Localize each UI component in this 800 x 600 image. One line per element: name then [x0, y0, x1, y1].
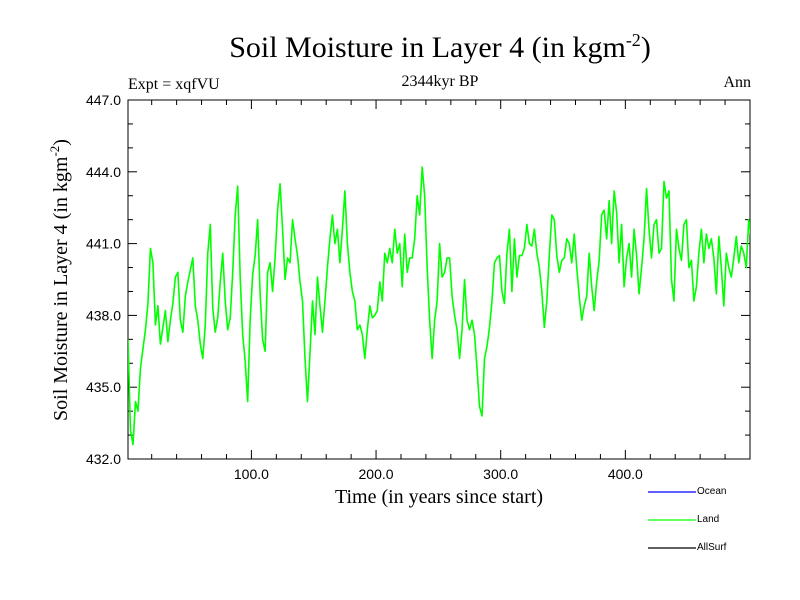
- y-axis-label-text: Soil Moisture in Layer 4 (in kgm: [49, 156, 72, 421]
- y-tick-label: 447.0: [86, 92, 121, 108]
- y-tick-label: 438.0: [86, 307, 121, 323]
- series-layer: [128, 166, 750, 446]
- season-label: Ann: [723, 74, 751, 91]
- y-tick-label: 432.0: [86, 451, 121, 467]
- y-axis-label-end: ): [49, 139, 72, 146]
- legend-label-land: Land: [697, 514, 720, 525]
- plot-frame: [127, 99, 751, 460]
- legend-label-ocean: Ocean: [697, 486, 727, 497]
- y-axis-label-sup: -2: [47, 145, 63, 157]
- x-tick-label: 300.0: [483, 466, 518, 482]
- y-tick-label: 444.0: [86, 164, 121, 180]
- chart-title-text: Soil Moisture in Layer 4 (in kgm: [229, 31, 626, 64]
- x-tick-label: 100.0: [234, 466, 269, 482]
- chart-title-end: ): [640, 31, 651, 64]
- chart-title-sup: -2: [625, 30, 641, 50]
- experiment-label: Expt = xqfVU: [128, 76, 220, 93]
- x-axis-label: Time (in years since start): [334, 486, 544, 508]
- series-line-land: [128, 166, 750, 446]
- x-tick-label: 400.0: [608, 466, 643, 482]
- axis-ticks: 432.0 435.0 438.0 441.0 444.0 447.0 100.0 200.0…: [86, 92, 750, 482]
- y-tick-label: 441.0: [86, 236, 121, 252]
- y-tick-label: 435.0: [86, 379, 121, 395]
- legend-lines: [648, 491, 696, 549]
- y-axis-label: Soil Moisture in Layer 4 (in kgm-2): [47, 139, 73, 421]
- chart-title: Soil Moisture in Layer 4 (in kgm-2): [0, 30, 800, 65]
- legend-label-allsurf: AllSurf: [697, 542, 727, 553]
- x-tick-label: 200.0: [359, 466, 394, 482]
- chart-subtitle: 2344kyr BP: [401, 73, 479, 90]
